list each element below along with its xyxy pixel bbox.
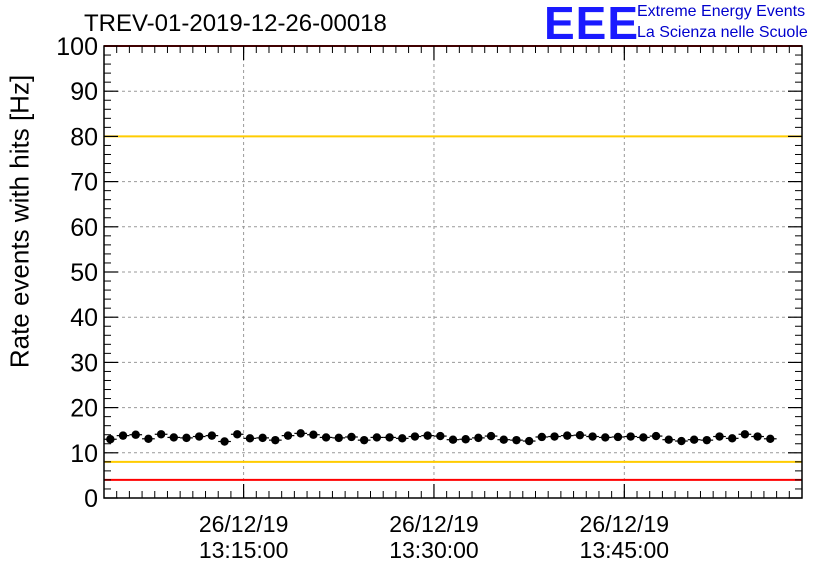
data-point xyxy=(410,432,420,441)
data-point xyxy=(359,435,369,445)
x-tick-date-label: 26/12/19 xyxy=(199,511,289,537)
y-tick-label: 40 xyxy=(70,304,98,332)
data-point xyxy=(664,435,673,444)
data-point xyxy=(639,433,648,442)
data-point xyxy=(677,436,686,446)
data-point xyxy=(169,433,178,442)
x-tick-time-label: 13:15:00 xyxy=(199,537,289,563)
eee-logo: EEE xyxy=(544,0,640,49)
data-point xyxy=(550,432,559,441)
logo-caption-line2: La Scienza nelle Scuole xyxy=(637,24,808,41)
y-tick-label: 100 xyxy=(56,33,98,61)
data-point xyxy=(207,431,217,440)
y-tick-label: 60 xyxy=(70,214,98,242)
y-tick-label: 80 xyxy=(70,123,98,151)
data-point xyxy=(563,431,572,440)
y-tick-label: 10 xyxy=(70,440,98,468)
data-point xyxy=(702,435,712,445)
data-point xyxy=(753,432,762,441)
data-point xyxy=(106,435,115,444)
data-point xyxy=(245,434,255,443)
data-point xyxy=(486,431,496,441)
data-point xyxy=(321,433,331,442)
reference-lines xyxy=(104,45,802,481)
data-point xyxy=(499,435,508,444)
y-tick-label: 70 xyxy=(70,169,98,197)
data-point xyxy=(651,431,661,441)
y-tick-label: 50 xyxy=(70,259,98,287)
data-point xyxy=(537,432,547,442)
data-point xyxy=(372,433,382,442)
data-point xyxy=(601,433,610,442)
data-point xyxy=(689,435,699,444)
run-title: TREV-01-2019-12-26-00018 xyxy=(84,10,387,37)
data-point xyxy=(461,435,470,444)
data-point xyxy=(512,435,521,445)
data-point xyxy=(474,433,483,443)
data-point xyxy=(766,434,775,443)
logo-caption-line1: Extreme Energy Events xyxy=(637,3,806,20)
data-point xyxy=(524,436,534,446)
data-point xyxy=(118,431,128,440)
data-point xyxy=(156,430,166,439)
data-point xyxy=(144,434,153,443)
data-point xyxy=(296,429,305,438)
x-tick-date-label: 26/12/19 xyxy=(389,511,479,537)
data-point xyxy=(258,433,267,443)
data-point xyxy=(715,432,724,441)
data-points xyxy=(104,429,777,446)
data-point xyxy=(728,434,737,443)
data-point xyxy=(448,435,458,444)
data-point xyxy=(613,432,623,442)
data-point xyxy=(385,433,394,442)
x-tick-time-label: 13:45:00 xyxy=(580,537,670,563)
y-axis-label: Rate events with hits [Hz] xyxy=(4,74,35,369)
data-point xyxy=(309,430,318,439)
x-tick-date-label: 26/12/19 xyxy=(580,511,670,537)
data-point xyxy=(588,432,597,441)
data-point xyxy=(283,431,293,440)
axis-ticks xyxy=(103,45,803,499)
tick-labels: 010203040506070809010026/12/1913:15:0026… xyxy=(56,33,669,563)
data-point xyxy=(436,431,445,441)
y-tick-label: 90 xyxy=(70,78,98,106)
data-point xyxy=(131,430,140,439)
data-point xyxy=(347,432,356,442)
y-tick-label: 0 xyxy=(84,485,98,513)
data-point xyxy=(194,432,204,441)
data-point xyxy=(740,430,750,439)
data-point xyxy=(220,437,229,446)
y-tick-label: 20 xyxy=(70,395,98,423)
data-point xyxy=(334,433,343,443)
data-point xyxy=(271,435,280,445)
data-point xyxy=(575,430,585,440)
data-point xyxy=(626,432,635,441)
data-point xyxy=(233,430,242,439)
x-tick-time-label: 13:30:00 xyxy=(389,537,479,563)
y-tick-label: 30 xyxy=(70,349,98,377)
grid xyxy=(104,46,802,498)
data-point xyxy=(398,434,407,443)
data-point xyxy=(182,433,191,443)
data-point xyxy=(423,431,432,440)
